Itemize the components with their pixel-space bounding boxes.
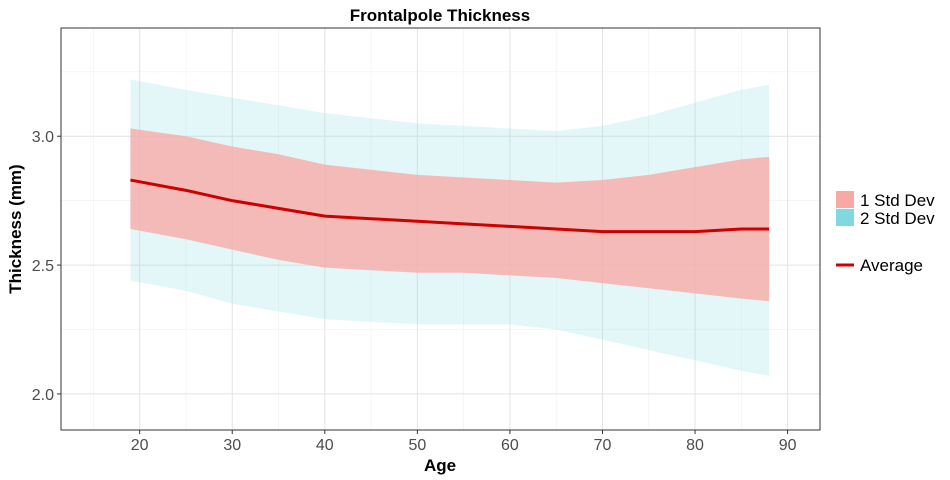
chart-title: Frontalpole Thickness <box>350 6 530 25</box>
x-axis-title: Age <box>424 456 456 475</box>
x-tick-label: 20 <box>131 437 149 454</box>
x-tick-label: 60 <box>501 437 519 454</box>
x-tick-label: 80 <box>686 437 704 454</box>
band-1-std-dev <box>130 128 770 302</box>
legend-label-1sd: 1 Std Dev <box>860 191 935 210</box>
x-tick-label: 50 <box>408 437 426 454</box>
legend: 1 Std Dev 2 Std Dev Average <box>836 191 935 275</box>
line-layer <box>130 178 770 234</box>
x-axis-ticks: 20 30 40 50 60 70 80 90 <box>131 430 797 454</box>
x-tick-label: 30 <box>223 437 241 454</box>
x-tick-label: 90 <box>779 437 797 454</box>
legend-label-2sd: 2 Std Dev <box>860 209 935 228</box>
y-axis-title: Thickness (mm) <box>6 164 25 293</box>
legend-key-1sd <box>836 191 854 208</box>
y-tick-label: 2.5 <box>32 258 54 275</box>
x-tick-label: 40 <box>316 437 334 454</box>
legend-key-2sd <box>836 209 854 226</box>
y-tick-label: 2.0 <box>32 387 54 404</box>
bands-layer <box>130 79 770 376</box>
plot-border <box>60 27 821 431</box>
legend-label-average: Average <box>860 256 923 275</box>
average-line <box>130 178 770 234</box>
x-tick-label: 70 <box>594 437 612 454</box>
y-tick-label: 3.0 <box>32 129 54 146</box>
y-axis-ticks: 2.0 2.5 3.0 <box>32 129 61 404</box>
